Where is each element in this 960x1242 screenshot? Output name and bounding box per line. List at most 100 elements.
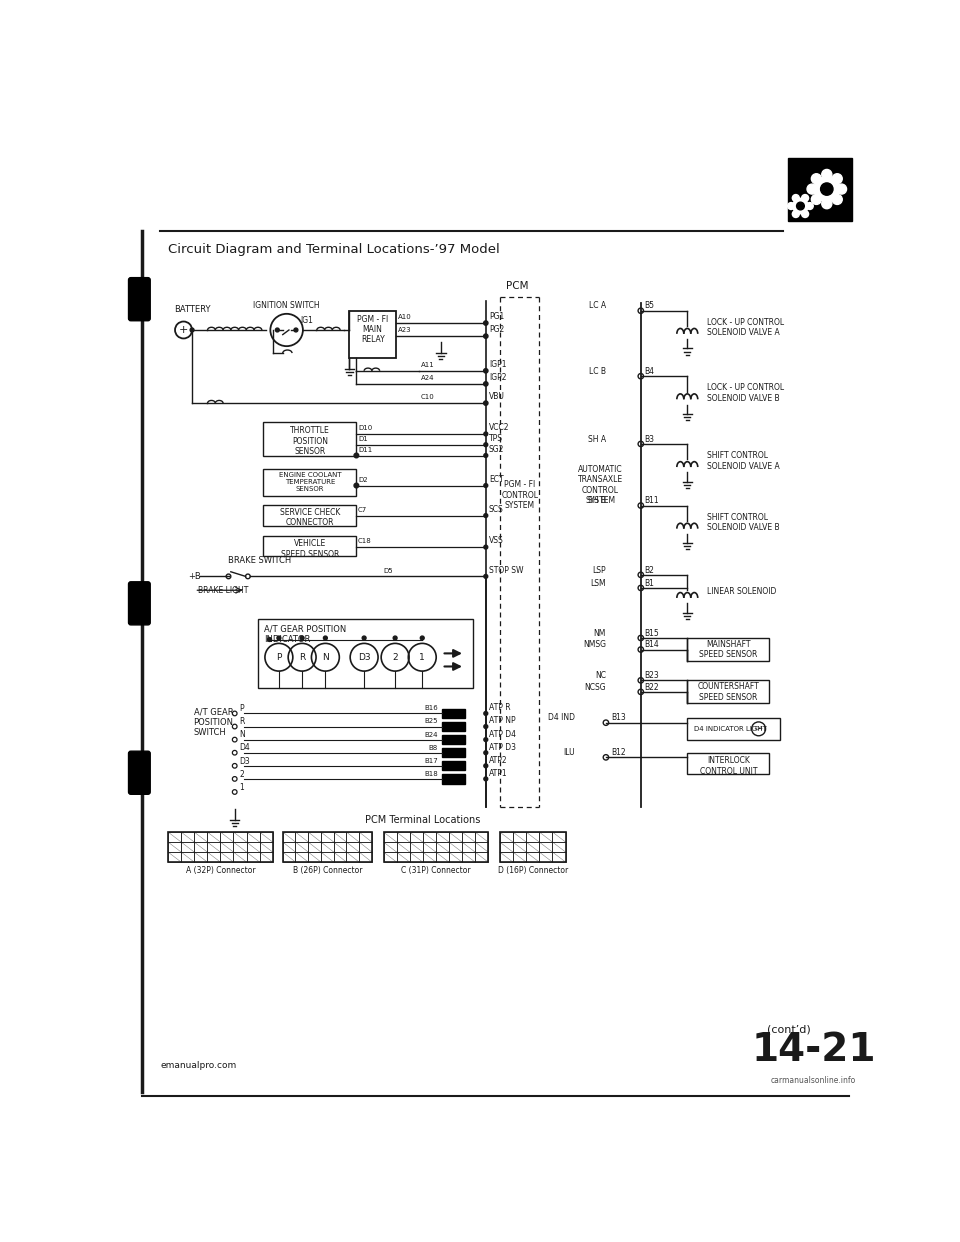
Text: C10: C10 bbox=[420, 394, 435, 400]
Bar bbox=[247, 852, 259, 862]
Text: LSM: LSM bbox=[590, 579, 606, 587]
Text: VEHICLE
SPEED SENSOR: VEHICLE SPEED SENSOR bbox=[280, 539, 339, 559]
Text: AUTOMATIC
TRANSAXLE
CONTROL
SYSTEM: AUTOMATIC TRANSAXLE CONTROL SYSTEM bbox=[578, 465, 623, 505]
Text: STOP SW: STOP SW bbox=[489, 565, 523, 575]
Text: PGM - FI
CONTROL
SYSTEM: PGM - FI CONTROL SYSTEM bbox=[501, 481, 539, 510]
Bar bbox=[475, 832, 488, 842]
Text: VBU: VBU bbox=[489, 392, 505, 401]
Circle shape bbox=[484, 369, 488, 373]
Text: A (32P) Connector: A (32P) Connector bbox=[185, 866, 255, 874]
Bar bbox=[221, 842, 233, 852]
Bar bbox=[283, 832, 372, 862]
Text: LINEAR SOLENOID: LINEAR SOLENOID bbox=[707, 587, 776, 596]
Circle shape bbox=[484, 575, 488, 579]
Text: SH B: SH B bbox=[588, 497, 606, 505]
Bar bbox=[194, 852, 207, 862]
Bar bbox=[259, 852, 273, 862]
Text: 2: 2 bbox=[239, 770, 244, 779]
Bar bbox=[462, 832, 475, 842]
Text: IG1: IG1 bbox=[300, 315, 314, 325]
Text: 1: 1 bbox=[239, 782, 244, 791]
Bar bbox=[687, 718, 780, 740]
Text: LOCK - UP CONTROL
SOLENOID VALVE A: LOCK - UP CONTROL SOLENOID VALVE A bbox=[707, 318, 783, 338]
Bar bbox=[396, 842, 410, 852]
Text: N: N bbox=[239, 730, 245, 739]
Bar bbox=[422, 852, 436, 862]
Text: NM: NM bbox=[593, 628, 606, 637]
Text: NC: NC bbox=[595, 671, 606, 681]
Bar bbox=[247, 842, 259, 852]
Bar bbox=[383, 832, 396, 842]
Bar bbox=[449, 842, 462, 852]
Circle shape bbox=[484, 764, 488, 768]
Bar bbox=[513, 842, 526, 852]
Circle shape bbox=[484, 453, 488, 457]
Text: PCM Terminal Locations: PCM Terminal Locations bbox=[365, 815, 480, 825]
Text: A/T GEAR POSITION
INDICATOR: A/T GEAR POSITION INDICATOR bbox=[264, 625, 347, 645]
Text: D (16P) Connector: D (16P) Connector bbox=[497, 866, 567, 874]
Circle shape bbox=[802, 195, 808, 201]
Bar bbox=[383, 842, 396, 852]
Text: LC A: LC A bbox=[588, 302, 606, 310]
Bar bbox=[247, 832, 259, 842]
Bar bbox=[181, 832, 194, 842]
Bar bbox=[263, 504, 356, 527]
Text: LSP: LSP bbox=[592, 565, 606, 575]
Bar bbox=[526, 832, 540, 842]
Bar bbox=[181, 842, 194, 852]
Bar bbox=[207, 842, 221, 852]
Text: B2: B2 bbox=[645, 565, 655, 575]
Text: PG1: PG1 bbox=[489, 312, 504, 322]
Bar bbox=[221, 852, 233, 862]
Bar bbox=[349, 310, 396, 359]
Bar bbox=[410, 852, 422, 862]
Text: PCM: PCM bbox=[506, 281, 528, 291]
Bar bbox=[221, 832, 233, 842]
Bar bbox=[263, 468, 356, 496]
Bar bbox=[475, 852, 488, 862]
Text: MAINSHAFT
SPEED SENSOR: MAINSHAFT SPEED SENSOR bbox=[699, 640, 757, 660]
Circle shape bbox=[354, 483, 359, 488]
Bar bbox=[552, 832, 565, 842]
Bar bbox=[334, 852, 347, 862]
Text: D4: D4 bbox=[239, 744, 251, 753]
Circle shape bbox=[821, 183, 833, 195]
Text: A24: A24 bbox=[420, 375, 434, 381]
Text: B17: B17 bbox=[424, 758, 438, 764]
Circle shape bbox=[484, 751, 488, 755]
Bar bbox=[422, 832, 436, 842]
Bar bbox=[283, 832, 296, 842]
Circle shape bbox=[420, 636, 424, 640]
Text: ATP D3: ATP D3 bbox=[489, 743, 516, 751]
Text: C7: C7 bbox=[358, 507, 367, 513]
Text: B12: B12 bbox=[612, 748, 626, 758]
Bar bbox=[258, 619, 472, 688]
Text: D1: D1 bbox=[358, 436, 368, 442]
Circle shape bbox=[811, 195, 822, 205]
Circle shape bbox=[324, 636, 327, 640]
Bar bbox=[500, 832, 513, 842]
Text: NCSG: NCSG bbox=[585, 683, 606, 692]
Text: TPS: TPS bbox=[489, 433, 503, 443]
Bar bbox=[383, 852, 396, 862]
FancyBboxPatch shape bbox=[129, 278, 150, 320]
Circle shape bbox=[484, 545, 488, 549]
Text: B23: B23 bbox=[645, 671, 660, 681]
Bar bbox=[296, 832, 308, 842]
Circle shape bbox=[832, 195, 842, 205]
Text: VCC2: VCC2 bbox=[489, 424, 510, 432]
Text: LC B: LC B bbox=[588, 366, 606, 376]
Text: INTERLOCK
CONTROL UNIT: INTERLOCK CONTROL UNIT bbox=[700, 756, 757, 775]
Bar bbox=[687, 753, 769, 774]
Circle shape bbox=[484, 738, 488, 741]
Bar bbox=[500, 852, 513, 862]
Circle shape bbox=[484, 432, 488, 436]
Text: B (26P) Connector: B (26P) Connector bbox=[293, 866, 362, 874]
Circle shape bbox=[276, 328, 279, 332]
Text: IGP2: IGP2 bbox=[489, 373, 507, 383]
Text: B11: B11 bbox=[645, 497, 660, 505]
Text: IGP1: IGP1 bbox=[489, 360, 507, 369]
Text: NMSG: NMSG bbox=[583, 640, 606, 650]
Text: PGM - FI
MAIN
RELAY: PGM - FI MAIN RELAY bbox=[357, 314, 388, 344]
Text: SG2: SG2 bbox=[489, 445, 504, 453]
